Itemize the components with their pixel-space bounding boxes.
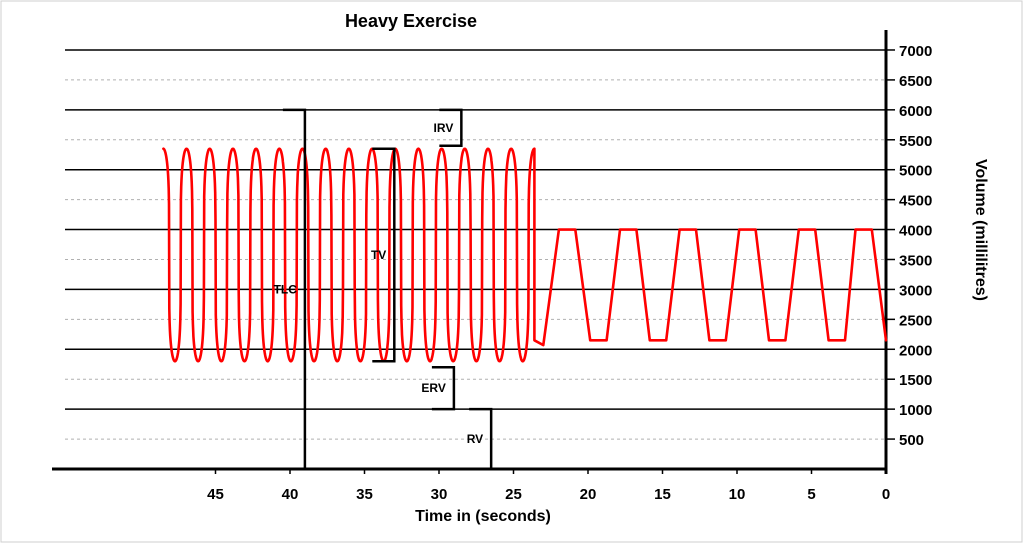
bracket-line [282, 108, 307, 471]
x-tick-label: 40 [282, 486, 299, 503]
x-tick-label: 15 [654, 486, 671, 503]
x-tick-label: 25 [505, 486, 522, 503]
bracket-irv: IRV [434, 108, 463, 148]
bracket-line [431, 365, 456, 411]
trace-layer [162, 147, 888, 363]
x-axis-label: Time in (seconds) [415, 508, 551, 525]
bracket-line [372, 147, 396, 363]
y-tick-label: 4500 [899, 193, 932, 210]
y-tick-label: 5500 [899, 133, 932, 150]
y-tick-label: 1500 [899, 372, 932, 389]
tick-labels: 500 1000 1500 2000 2500 3000 3500 4000 4500 5000 5… [207, 43, 932, 503]
y-tick-label: 7000 [899, 43, 932, 60]
y-tick-label: 500 [899, 432, 924, 449]
x-tick-label: 20 [580, 486, 597, 503]
bracket-line [439, 108, 463, 148]
y-tick-label: 5000 [899, 163, 932, 180]
chart-border [0, 0, 1023, 543]
bracket-label: IRV [434, 121, 454, 135]
bracket-erv: ERV [421, 365, 456, 411]
series-line [162, 147, 888, 363]
y-tick-label: 2500 [899, 312, 932, 329]
bracket-label: ERV [421, 381, 445, 395]
bracket-line [469, 407, 493, 471]
x-tick-label: 30 [431, 486, 448, 503]
x-tick-label: 0 [882, 486, 890, 503]
x-tick-label: 5 [807, 486, 815, 503]
gridlines [65, 49, 886, 440]
y-tick-label: 3500 [899, 252, 932, 269]
x-tick-label: 45 [207, 486, 224, 503]
bracket-label: TV [371, 248, 386, 262]
chart-title: Heavy Exercise [345, 11, 477, 31]
y-tick-label: 1000 [899, 402, 932, 419]
y-tick-label: 2000 [899, 342, 932, 359]
annotations: TLC IRV TV ERV RV [274, 108, 493, 471]
bracket-label: RV [467, 432, 483, 446]
bracket-rv: RV [467, 407, 493, 471]
axes [52, 30, 888, 474]
x-tick-label: 10 [729, 486, 746, 503]
y-tick-label: 3000 [899, 282, 932, 299]
y-tick-label: 6000 [899, 103, 932, 120]
y-axis-label: Volume (millilitres) [972, 159, 989, 301]
bracket-label: TLC [274, 282, 298, 296]
y-tick-label: 6500 [899, 73, 932, 90]
y-tick-label: 4000 [899, 223, 932, 240]
bracket-tv: TV [371, 147, 396, 363]
x-tick-label: 35 [356, 486, 373, 503]
bracket-tlc: TLC [274, 108, 307, 471]
